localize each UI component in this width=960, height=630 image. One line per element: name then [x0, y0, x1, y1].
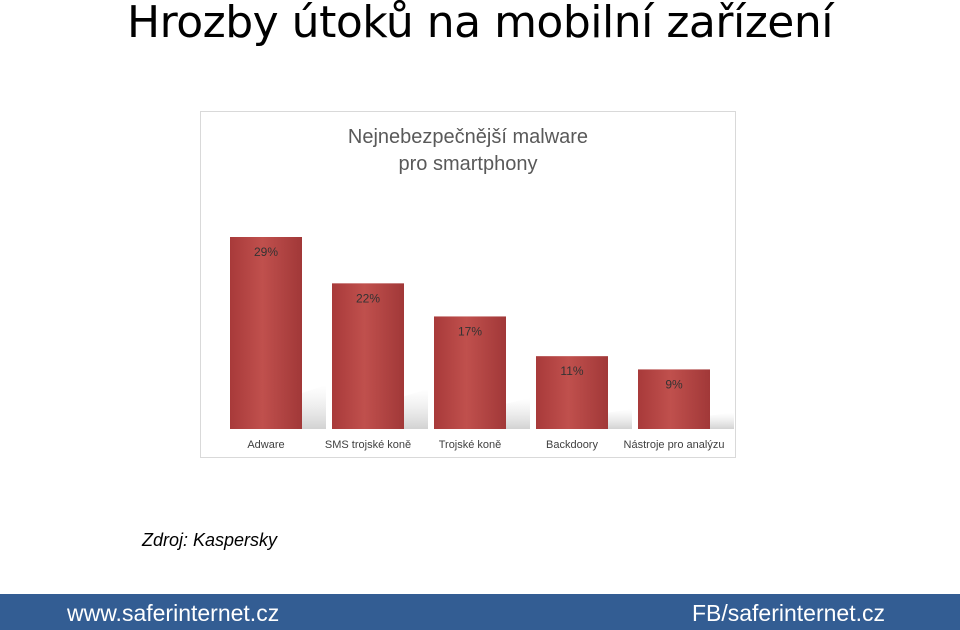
source-note: Zdroj: Kaspersky — [142, 530, 278, 550]
data-label: 29% — [254, 245, 278, 259]
chart-title-line-2: pro smartphony — [398, 153, 538, 175]
footer-bar: www.saferinternet.cz FB/saferinternet.cz — [0, 594, 960, 630]
bar-shadow — [404, 388, 428, 429]
bar-shadow — [608, 408, 632, 429]
category-label: Trojské koně — [439, 439, 502, 451]
category-label: Backdoory — [546, 439, 598, 451]
slide-title: Hrozby útoků na mobilní zařízení — [127, 0, 833, 48]
data-label: 9% — [665, 377, 683, 391]
bar-shadow — [302, 385, 326, 429]
bar-shadow — [710, 412, 734, 429]
bar-4 — [536, 356, 608, 429]
bar-3 — [434, 316, 506, 429]
chart-title-line-1: Nejnebezpečnější malware — [347, 126, 589, 148]
category-label: Nástroje pro analýzu — [624, 439, 725, 451]
bar-1 — [230, 237, 302, 429]
chart-title: Nejnebezpečnější malware pro smartphony — [201, 124, 735, 178]
bar-5 — [638, 369, 710, 429]
bar-chart: 29% Adware 22% SMS trojské koně 17% Trojské k… — [230, 237, 734, 451]
chart-frame: Nejnebezpečnější malware pro smartphony … — [200, 111, 736, 458]
footer-website-link[interactable]: www.saferinternet.cz — [67, 600, 280, 626]
bar-2 — [332, 283, 404, 429]
data-label: 22% — [356, 291, 380, 305]
footer-facebook-link[interactable]: FB/saferinternet.cz — [691, 600, 885, 626]
data-label: 17% — [458, 324, 482, 338]
category-label: SMS trojské koně — [325, 439, 411, 451]
data-label: 11% — [560, 364, 583, 378]
category-label: Adware — [247, 439, 284, 451]
bar-shadow — [506, 398, 530, 429]
